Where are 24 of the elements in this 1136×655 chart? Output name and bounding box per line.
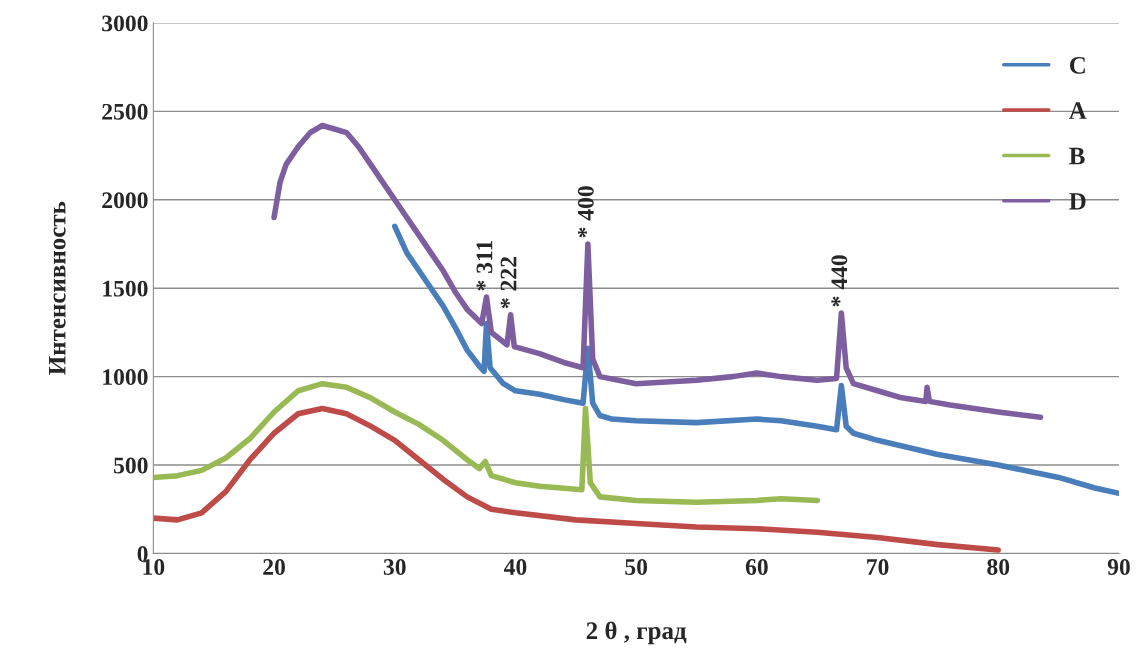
- y-tick-label: 1000: [103, 369, 148, 386]
- legend-label: D: [1069, 193, 1086, 210]
- y-tick-label: 3000: [102, 15, 148, 32]
- x-axis-title: 2 θ , град: [586, 621, 687, 645]
- annotation: * 400: [577, 186, 594, 238]
- legend-label: C: [1069, 56, 1085, 74]
- y-tick-label: 1500: [103, 280, 148, 297]
- annotation: * 440: [831, 255, 848, 307]
- y-tick-label: 2000: [102, 192, 148, 209]
- x-tick-label: 30: [383, 559, 406, 575]
- x-tick-label: 60: [745, 559, 768, 575]
- x-tick-label: 40: [503, 559, 527, 575]
- y-tick-label: 500: [114, 457, 148, 474]
- y-tick-label: 2500: [102, 103, 148, 120]
- legend-label: A: [1069, 102, 1087, 119]
- legend-label: B: [1069, 147, 1085, 165]
- x-tick-label: 90: [1107, 559, 1130, 575]
- x-tick-label: 50: [625, 559, 648, 575]
- annotation: * 222: [500, 257, 517, 309]
- x-tick-label: 80: [987, 559, 1010, 575]
- annotation: * 311: [476, 240, 493, 291]
- x-tick-label: 20: [263, 559, 285, 575]
- x-tick-label: 70: [867, 559, 889, 575]
- y-axis-title: Интенсивность: [49, 201, 66, 375]
